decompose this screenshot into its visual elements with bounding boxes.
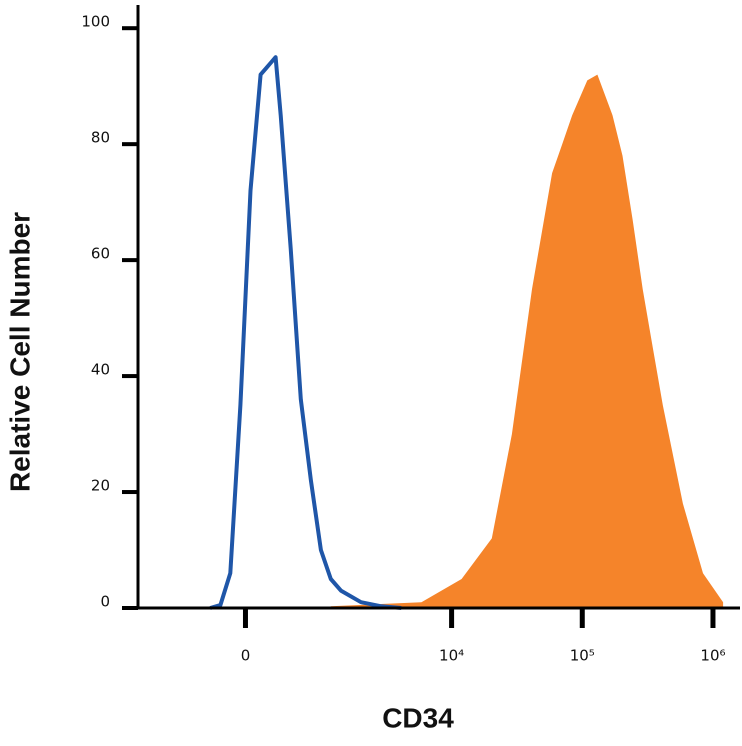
y-tick-label: 60: [91, 245, 110, 263]
y-tick-label: 100: [81, 13, 110, 31]
x-tick-label: 10⁵: [570, 647, 595, 665]
y-tick-label: 20: [91, 477, 110, 495]
y-axis-title: Relative Cell Number: [4, 212, 35, 492]
y-tick-label: 40: [91, 361, 110, 379]
x-axis-title: CD34: [382, 702, 454, 733]
y-tick-label: 80: [91, 129, 110, 147]
histogram-area: [330, 74, 724, 609]
x-tick-label: 10⁶: [700, 647, 725, 665]
x-tick-label: 10⁴: [439, 647, 464, 665]
histogram-line: [209, 55, 402, 610]
y-tick-label: 0: [100, 593, 110, 611]
x-tick-label: 0: [241, 647, 251, 665]
